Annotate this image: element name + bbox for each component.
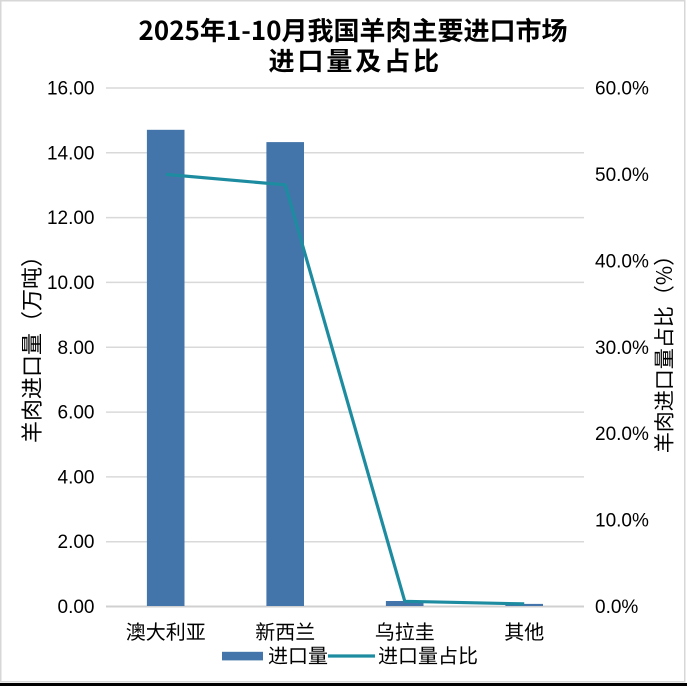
svg-text:4.00: 4.00 (58, 467, 95, 488)
svg-text:30.0%: 30.0% (595, 338, 649, 359)
svg-text:60.0%: 60.0% (595, 79, 649, 100)
svg-text:20.0%: 20.0% (595, 424, 649, 445)
svg-text:50.0%: 50.0% (595, 165, 649, 186)
svg-text:6.00: 6.00 (58, 403, 95, 424)
svg-text:2.00: 2.00 (58, 532, 95, 553)
svg-text:8.00: 8.00 (58, 338, 95, 359)
svg-text:0.00: 0.00 (58, 597, 95, 618)
svg-text:40.0%: 40.0% (595, 251, 649, 272)
svg-text:14.00: 14.00 (47, 143, 95, 164)
svg-text:0.0%: 0.0% (595, 597, 638, 618)
svg-text:10.00: 10.00 (47, 273, 95, 294)
svg-text:12.00: 12.00 (47, 208, 95, 229)
svg-text:16.00: 16.00 (47, 79, 95, 100)
svg-text:10.0%: 10.0% (595, 511, 649, 532)
